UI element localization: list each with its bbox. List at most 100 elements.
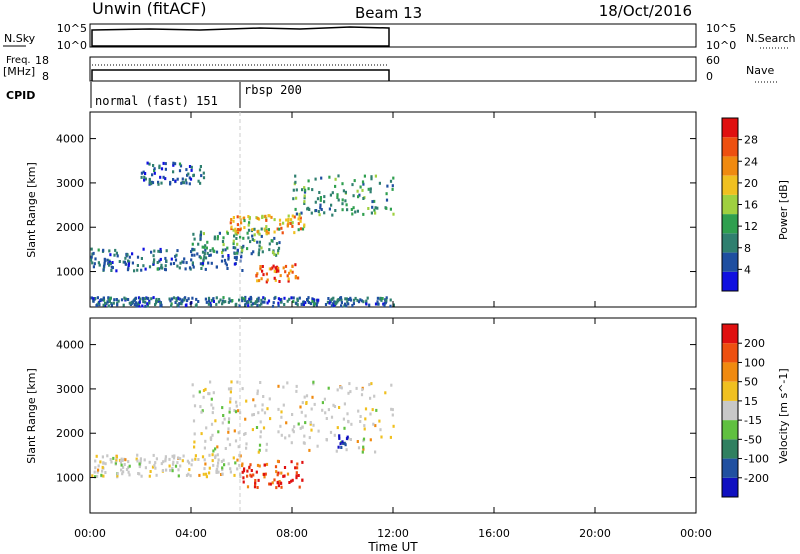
velocity-data-cell	[228, 443, 232, 447]
velocity-data-cell	[261, 408, 264, 412]
velocity-data-cell	[232, 456, 235, 460]
power-data-cell	[260, 302, 263, 306]
velocity-data-cell	[234, 410, 238, 414]
velocity-data-cell	[136, 459, 139, 463]
power-data-cell	[110, 302, 113, 305]
power-data-cell	[374, 302, 378, 306]
power-data-cell	[306, 298, 309, 301]
velocity-data-cell	[237, 431, 240, 435]
power-data-cell	[259, 265, 262, 268]
velocity-data-cell	[229, 397, 232, 401]
velocity-data-cell	[250, 469, 253, 472]
power-data-cell	[236, 251, 239, 255]
power-data-cell	[158, 259, 161, 263]
velocity-data-cell	[176, 461, 179, 465]
velocity-data-cell	[172, 456, 176, 460]
power-data-cell	[220, 259, 224, 263]
power-data-cell	[341, 208, 344, 212]
velocity-data-cell	[312, 423, 315, 427]
power-data-cell	[292, 300, 295, 303]
velocity-data-cell	[143, 458, 146, 462]
velocity-data-cell	[259, 381, 262, 384]
velocity-data-cell	[305, 394, 309, 398]
velocity-data-cell	[229, 467, 232, 471]
velocity-data-cell	[259, 435, 262, 439]
velocity-data-cell	[188, 468, 191, 472]
freq-tick-bottom: 8	[42, 70, 49, 83]
power-data-cell	[191, 247, 194, 251]
power-data-cell	[215, 302, 218, 306]
power-data-cell	[287, 214, 290, 218]
power-data-cell	[122, 260, 125, 264]
power-data-cell	[287, 279, 290, 283]
velocity-data-cell	[192, 419, 196, 423]
power-data-cell	[244, 302, 247, 306]
velocity-data-cell	[369, 396, 372, 400]
power-data-cell	[279, 298, 282, 302]
power-data-cell	[350, 298, 353, 302]
power-data-cell	[229, 299, 232, 303]
power-data-cell	[379, 296, 382, 300]
power-colorbar-swatch	[722, 214, 738, 234]
velocity-data-cell	[236, 409, 240, 413]
power-data-cell	[303, 225, 306, 229]
velocity-data-cell	[285, 421, 288, 425]
power-data-cell	[326, 300, 329, 304]
power-data-cell	[210, 298, 213, 302]
power-data-cell	[156, 299, 159, 303]
power-data-cell	[124, 262, 127, 266]
power-data-cell	[206, 240, 209, 244]
power-data-cell	[277, 249, 280, 253]
power-data-cell	[286, 299, 289, 303]
nave-label: Nave	[746, 64, 774, 77]
power-data-cell	[392, 303, 395, 307]
velocity-data-cell	[241, 464, 244, 468]
power-data-cell	[241, 246, 244, 250]
velocity-data-cell	[99, 460, 102, 464]
power-data-cell	[170, 257, 173, 261]
velocity-data-cell	[242, 480, 245, 484]
power-data-cell	[195, 297, 198, 301]
power-data-cell	[291, 214, 294, 218]
power-data-cell	[113, 298, 116, 302]
velocity-data-cell	[205, 426, 208, 430]
power-data-cell	[96, 296, 99, 300]
velocity-data-cell	[216, 445, 219, 449]
velocity-data-cell	[120, 463, 123, 467]
power-data-cell	[344, 190, 347, 194]
power-data-cell	[381, 297, 384, 300]
velocity-data-cell	[233, 473, 236, 477]
power-data-cell	[142, 247, 145, 251]
velocity-data-cell	[237, 445, 240, 449]
power-data-cell	[232, 242, 235, 246]
velocity-data-cell	[190, 463, 193, 467]
power-data-cell	[98, 300, 101, 304]
velocity-data-cell	[246, 474, 249, 478]
velocity-data-cell	[370, 382, 373, 386]
power-data-cell	[168, 297, 171, 301]
power-data-cell	[212, 300, 215, 303]
power-colorbar-label: 8	[744, 242, 751, 255]
power-data-cell	[203, 245, 206, 249]
velocity-data-cell	[211, 459, 214, 463]
power-data-cell	[160, 303, 163, 307]
power-data-cell	[319, 206, 322, 210]
velocity-data-cell	[222, 458, 225, 462]
nsky-tick-bottom: 10^0	[57, 39, 87, 52]
power-data-cell	[236, 249, 239, 253]
power-data-cell	[256, 240, 259, 244]
power-data-cell	[329, 193, 332, 197]
power-data-cell	[227, 254, 230, 257]
velocity-data-cell	[286, 472, 290, 476]
velocity-colorbar-swatch	[722, 477, 738, 497]
power-data-cell	[157, 298, 161, 301]
power-data-cell	[232, 246, 235, 250]
velocity-data-cell	[359, 415, 362, 418]
velocity-data-cell	[161, 469, 165, 472]
nsky-right-tick-top: 10^5	[706, 22, 736, 35]
power-plot-frame	[89, 111, 697, 308]
power-data-cell	[170, 297, 174, 301]
velocity-data-cell	[308, 448, 311, 452]
velocity-data-cell	[256, 486, 259, 489]
power-data-cell	[117, 299, 120, 303]
